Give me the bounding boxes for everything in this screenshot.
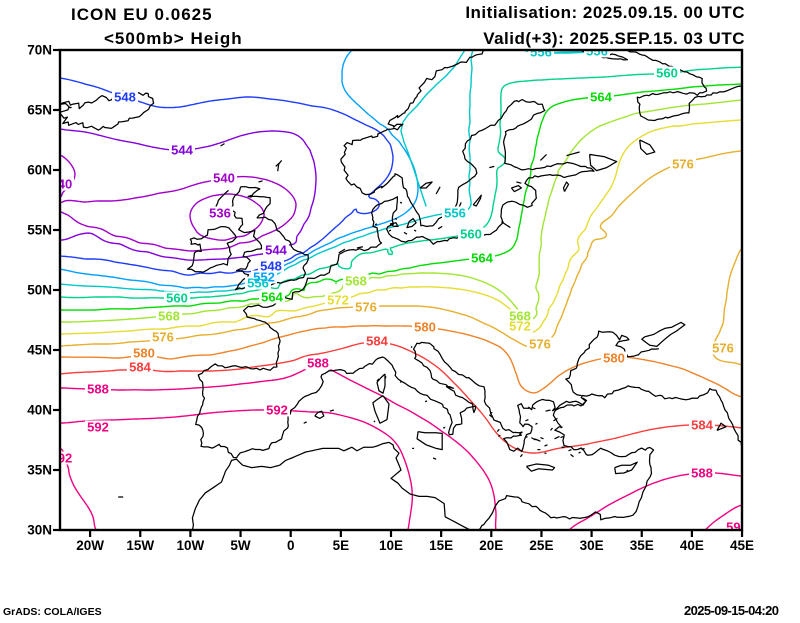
svg-text:568: 568 xyxy=(158,309,180,324)
svg-text:544: 544 xyxy=(171,143,193,158)
svg-text:564: 564 xyxy=(590,90,612,105)
svg-text:584: 584 xyxy=(366,334,388,349)
svg-text:572: 572 xyxy=(509,319,531,334)
svg-text:15E: 15E xyxy=(429,538,453,553)
svg-text:556: 556 xyxy=(586,44,608,59)
svg-text:568: 568 xyxy=(509,309,531,324)
svg-text:576: 576 xyxy=(152,330,174,345)
svg-text:556: 556 xyxy=(530,45,552,60)
svg-text:35E: 35E xyxy=(630,538,654,553)
svg-text:0: 0 xyxy=(287,538,295,553)
svg-text:576: 576 xyxy=(712,341,734,356)
svg-text:2025-09-15-04:20: 2025-09-15-04:20 xyxy=(684,603,779,618)
svg-text:592: 592 xyxy=(87,420,109,435)
svg-text:584: 584 xyxy=(129,360,151,375)
svg-text:580: 580 xyxy=(133,346,155,361)
svg-text:92: 92 xyxy=(58,451,72,466)
svg-text:556: 556 xyxy=(247,276,269,291)
svg-text:564: 564 xyxy=(261,290,283,305)
svg-text:20E: 20E xyxy=(479,538,503,553)
svg-text:40E: 40E xyxy=(680,538,704,553)
svg-text:544: 544 xyxy=(265,243,287,258)
svg-text:564: 564 xyxy=(471,251,493,266)
svg-text:70N: 70N xyxy=(27,43,52,58)
svg-text:560: 560 xyxy=(460,227,482,242)
svg-text:584: 584 xyxy=(691,418,713,433)
svg-text:GrADS: COLA/IGES: GrADS: COLA/IGES xyxy=(3,606,102,618)
svg-text:40N: 40N xyxy=(27,403,52,418)
svg-text:548: 548 xyxy=(114,90,136,105)
svg-text:592: 592 xyxy=(726,520,748,535)
svg-text:556: 556 xyxy=(444,206,466,221)
svg-text:560: 560 xyxy=(656,66,678,81)
svg-text:576: 576 xyxy=(355,300,377,315)
svg-text:25E: 25E xyxy=(529,538,553,553)
svg-text:588: 588 xyxy=(307,356,329,371)
svg-text:45E: 45E xyxy=(730,538,754,553)
svg-text:Valid(+3): 2025.SEP.15. 03 UTC: Valid(+3): 2025.SEP.15. 03 UTC xyxy=(483,29,745,48)
svg-text:10W: 10W xyxy=(177,538,205,553)
svg-text:55N: 55N xyxy=(27,223,52,238)
svg-text:60N: 60N xyxy=(27,163,52,178)
svg-text:5W: 5W xyxy=(230,538,251,553)
svg-text:592: 592 xyxy=(266,403,288,418)
svg-text:552: 552 xyxy=(253,270,275,285)
svg-text:40: 40 xyxy=(58,177,72,192)
svg-text:30E: 30E xyxy=(580,538,604,553)
svg-text:10E: 10E xyxy=(379,538,403,553)
svg-text:540: 540 xyxy=(213,171,235,186)
svg-text:576: 576 xyxy=(529,337,551,352)
svg-text:572: 572 xyxy=(327,293,349,308)
svg-text:548: 548 xyxy=(260,259,282,274)
svg-text:588: 588 xyxy=(87,382,109,397)
svg-text:35N: 35N xyxy=(27,463,52,478)
svg-text:<500mb> Heigh: <500mb> Heigh xyxy=(104,29,243,48)
svg-text:Initialisation: 2025.09.15. 00: Initialisation: 2025.09.15. 00 UTC xyxy=(465,3,745,22)
svg-text:50N: 50N xyxy=(27,283,52,298)
svg-text:ICON EU 0.0625: ICON EU 0.0625 xyxy=(71,5,213,24)
svg-text:20W: 20W xyxy=(76,538,104,553)
svg-text:560: 560 xyxy=(166,291,188,306)
svg-text:588: 588 xyxy=(691,466,713,481)
svg-text:15W: 15W xyxy=(126,538,154,553)
svg-text:45N: 45N xyxy=(27,343,52,358)
svg-text:568: 568 xyxy=(345,274,367,289)
svg-text:30N: 30N xyxy=(27,523,52,538)
svg-text:580: 580 xyxy=(414,320,436,335)
svg-text:65N: 65N xyxy=(27,103,52,118)
svg-text:576: 576 xyxy=(672,157,694,172)
svg-text:536: 536 xyxy=(209,206,231,221)
svg-text:5E: 5E xyxy=(333,538,350,553)
svg-text:580: 580 xyxy=(603,351,625,366)
